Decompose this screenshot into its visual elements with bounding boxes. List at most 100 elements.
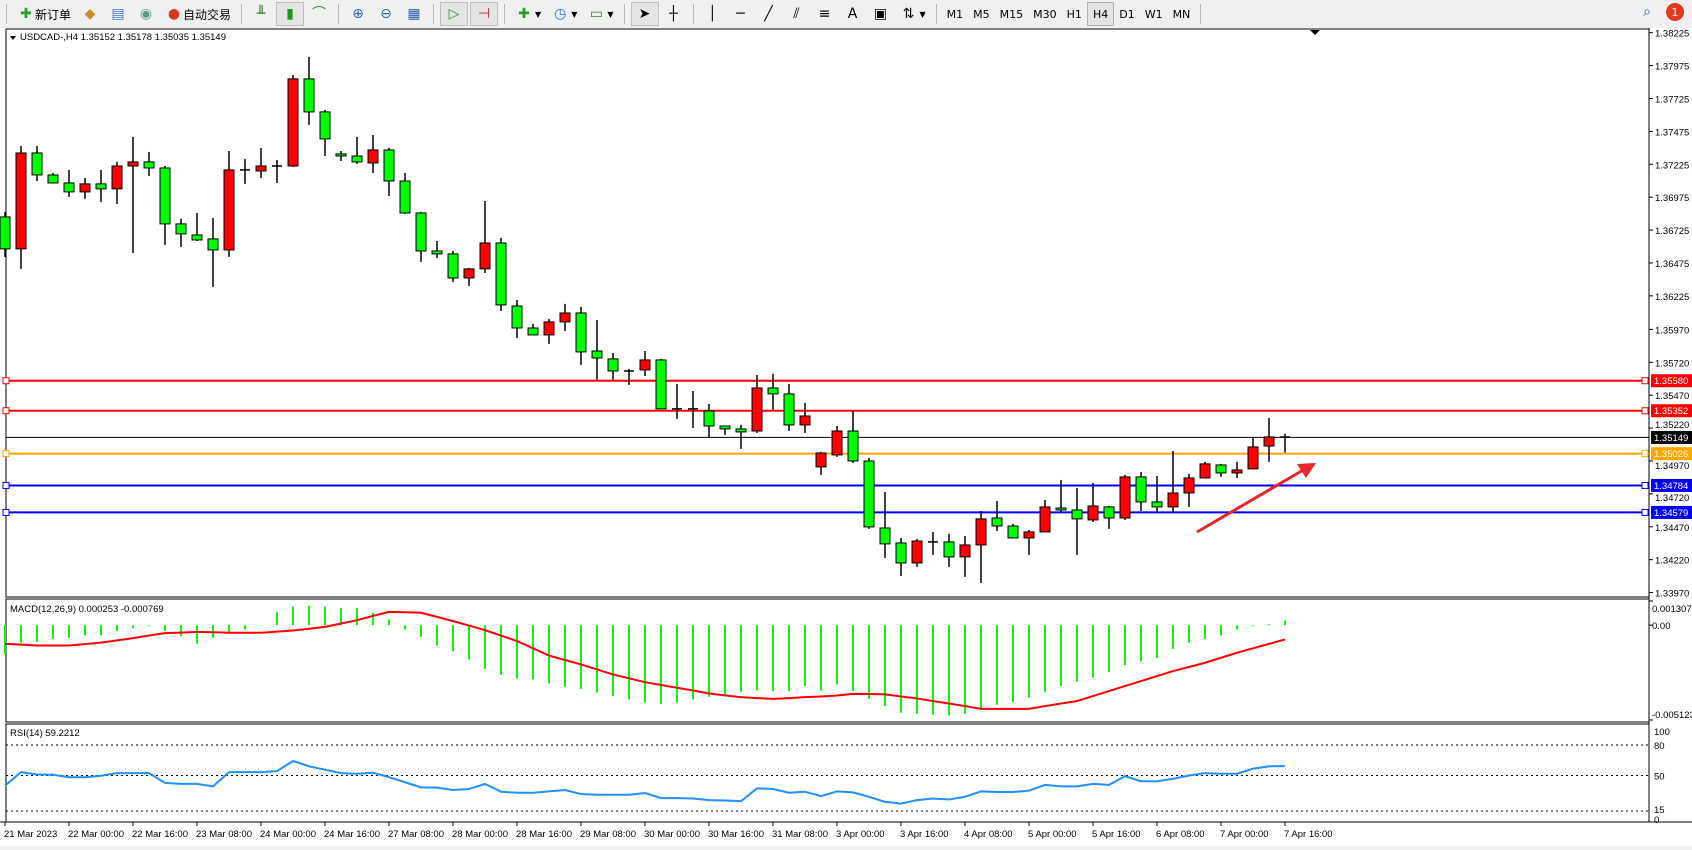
annotation-arrow-line xyxy=(1196,467,1306,534)
navigator-button[interactable]: ▤ xyxy=(105,2,131,26)
candle xyxy=(111,161,123,204)
macd-y-label: 0.001307 xyxy=(1652,604,1692,615)
candle xyxy=(1167,450,1179,512)
candle-body xyxy=(79,183,91,193)
equidistant-channel-button[interactable]: ⫽ xyxy=(784,2,810,26)
auto-trade-button[interactable]: ● 自动交易 xyxy=(161,2,235,26)
new-order-button[interactable]: ✚ 新订单 xyxy=(13,2,75,26)
bar-chart-icon: ╨ xyxy=(256,6,266,22)
candle xyxy=(559,303,571,331)
arrows-button[interactable]: ⇅ ▼ xyxy=(896,2,930,26)
candle-body xyxy=(0,216,11,250)
search-icon[interactable]: ⌕ xyxy=(1643,4,1651,20)
level-handle xyxy=(2,481,10,489)
chart-shift-button[interactable]: ⊣ xyxy=(470,2,499,26)
timeframe-m5[interactable]: M5 xyxy=(973,7,990,21)
candle xyxy=(15,145,27,269)
candlestick-button[interactable]: ▮ xyxy=(276,2,305,26)
cursor-button[interactable]: ➤ xyxy=(630,2,659,26)
y-tick-label: 1.34470 xyxy=(1655,523,1689,534)
text-button[interactable]: A xyxy=(840,2,866,26)
candle xyxy=(991,500,1003,531)
line-chart-button[interactable]: ⌒ xyxy=(306,2,332,26)
tile-windows-button[interactable]: ▦ xyxy=(401,2,427,26)
candle xyxy=(1055,479,1067,512)
candle-body xyxy=(1007,525,1019,539)
new-order-icon: ✚ xyxy=(20,6,32,22)
candle-body xyxy=(207,238,219,251)
candle xyxy=(911,538,923,567)
fibonacci-button[interactable]: ≡ xyxy=(812,2,838,26)
candle-body xyxy=(831,430,843,456)
level-price-label: 1.34579 xyxy=(1654,508,1688,519)
auto-scroll-button[interactable]: ▷ xyxy=(440,2,469,26)
market-watch-button[interactable]: ◆ xyxy=(77,2,103,26)
toolbar-grip xyxy=(6,4,7,24)
notification-badge[interactable]: 1 xyxy=(1666,3,1684,21)
candle-body xyxy=(639,359,651,371)
timeframe-m30[interactable]: M30 xyxy=(1033,7,1057,21)
chart-window[interactable]: USDCAD-,H4 1.35152 1.35178 1.35035 1.351… xyxy=(0,28,1692,850)
level-price-tag xyxy=(1651,505,1692,519)
candle xyxy=(255,147,267,178)
candle-body xyxy=(911,540,923,564)
candle-body xyxy=(191,234,203,241)
timeframe-d1[interactable]: D1 xyxy=(1119,7,1135,21)
candle-body xyxy=(127,161,139,167)
y-tick-label: 1.37475 xyxy=(1655,127,1689,138)
zoom-out-button[interactable]: ⊖ xyxy=(373,2,399,26)
level-handle xyxy=(2,407,10,415)
candle xyxy=(463,267,475,286)
timeframe-mn[interactable]: MN xyxy=(1172,7,1191,21)
level-handle xyxy=(1641,377,1649,385)
candle-body xyxy=(1151,501,1163,508)
candle xyxy=(751,374,763,433)
candle xyxy=(479,200,491,273)
candle-body xyxy=(847,430,859,462)
timeframe-bar: M1 M5 M15 M30 H1 H4 D1 W1 MN xyxy=(942,2,1196,26)
candle xyxy=(831,425,843,457)
zoom-in-button[interactable]: ⊕ xyxy=(345,2,371,26)
candle xyxy=(1183,473,1195,507)
candle-body xyxy=(95,183,107,190)
candle-body xyxy=(111,165,123,190)
candle xyxy=(1119,474,1131,520)
y-tick-label: 1.35220 xyxy=(1655,420,1689,431)
candle xyxy=(1280,433,1290,453)
text-label-button[interactable]: ▣ xyxy=(868,2,894,26)
tile-windows-icon: ▦ xyxy=(407,6,421,22)
signals-button[interactable]: ◉ xyxy=(133,2,159,26)
candle-body xyxy=(287,78,299,167)
candle xyxy=(543,318,555,344)
candle xyxy=(847,410,859,463)
bar-chart-button[interactable]: ╨ xyxy=(248,2,274,26)
trendline-button[interactable]: ╱ xyxy=(756,2,782,26)
x-tick-label: 24 Mar 00:00 xyxy=(260,829,316,840)
timeframe-m15[interactable]: M15 xyxy=(999,7,1024,21)
crosshair-button[interactable]: ┼ xyxy=(661,2,687,26)
timeframe-h1[interactable]: H1 xyxy=(1066,7,1082,21)
candle xyxy=(863,457,875,529)
templates-button[interactable]: ▭ ▼ xyxy=(583,2,617,26)
candle xyxy=(799,402,811,433)
rsi-y-label: 0 xyxy=(1654,815,1659,826)
candle xyxy=(1023,529,1035,555)
candle-body xyxy=(1231,469,1243,474)
candle-body xyxy=(159,167,171,225)
signals-icon: ◉ xyxy=(139,6,153,22)
level-price-tag xyxy=(1651,447,1692,461)
candle xyxy=(207,217,219,287)
candle-body xyxy=(15,152,27,250)
indicators-button[interactable]: ✚ ▼ xyxy=(511,2,545,26)
line-chart-icon: ⌒ xyxy=(312,6,327,22)
toolbar-separator xyxy=(623,4,625,24)
periods-button[interactable]: ◷ ▼ xyxy=(547,2,581,26)
timeframe-w1[interactable]: W1 xyxy=(1144,7,1163,21)
timeframe-h4[interactable]: H4 xyxy=(1086,2,1115,26)
candle-body xyxy=(223,169,235,251)
timeframe-m1[interactable]: M1 xyxy=(946,7,964,21)
macd-signal-line xyxy=(4,610,1286,710)
current-price-tag xyxy=(1651,430,1692,444)
vertical-line-button[interactable]: │ xyxy=(700,2,726,26)
horizontal-line-button[interactable]: ─ xyxy=(728,2,754,26)
